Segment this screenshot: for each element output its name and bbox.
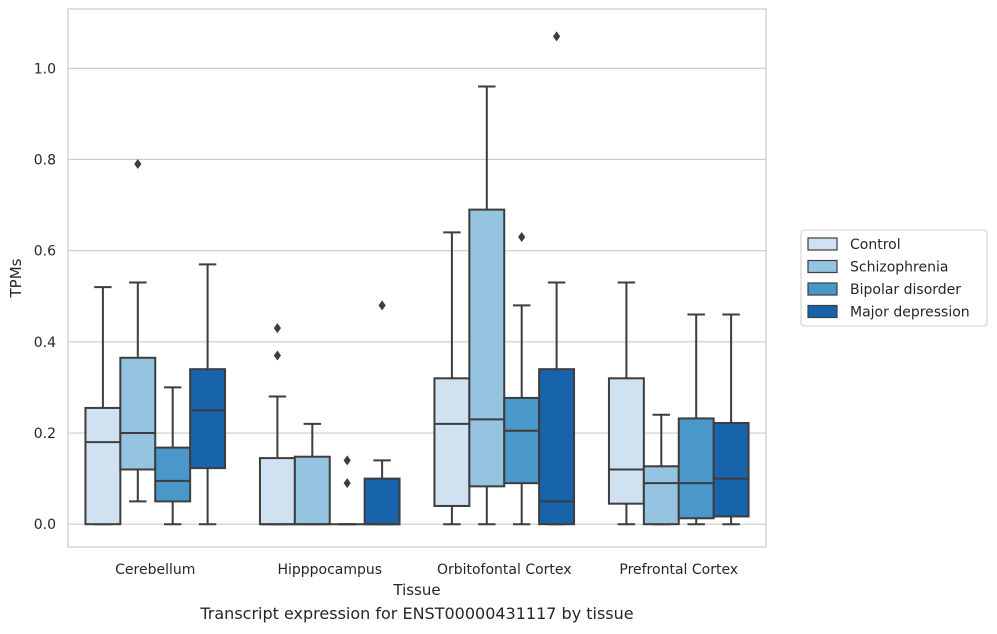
box-bipolar-disorder (154, 386, 192, 526)
box-major-depression (712, 313, 750, 526)
plot-boxes (84, 31, 750, 526)
box-body (607, 377, 645, 505)
outlier-point (553, 31, 561, 42)
outlier-point (273, 323, 281, 334)
box-schizophrenia (468, 85, 506, 526)
box-bipolar-disorder (503, 231, 541, 526)
box-major-depression (363, 300, 401, 526)
box-body (538, 368, 576, 526)
x-tick-label: Cerebellum (115, 562, 195, 578)
box-body (503, 396, 541, 485)
box-body (293, 455, 331, 526)
box-body (433, 377, 471, 507)
x-tick-label: Hipppocampus (277, 562, 382, 578)
box-bipolar-disorder (677, 313, 715, 526)
y-axis-label: TPMs (7, 258, 25, 298)
box-body (468, 208, 506, 488)
y-axis-ticks: 0.0 0.2 0.4 0.6 0.8 1.0 (34, 61, 56, 533)
outlier-point (134, 159, 142, 170)
box-body (119, 356, 157, 471)
box-schizophrenia (119, 159, 157, 503)
box-body (258, 457, 296, 526)
box-control (84, 286, 122, 526)
x-tick-label: Orbitofontal Cortex (437, 562, 572, 578)
box-schizophrenia (293, 422, 331, 526)
box-control (433, 231, 471, 526)
box-major-depression (189, 263, 227, 526)
box-body (189, 368, 227, 470)
y-tick-label: 1.0 (34, 61, 56, 77)
legend: Control Schizophrenia Bipolar disorder Majo… (800, 229, 988, 327)
plot-frame (67, 8, 767, 548)
box-bipolar-disorder (329, 455, 365, 526)
outlier-point (343, 455, 351, 466)
legend-swatch (807, 259, 838, 274)
y-tick-label: 0.2 (34, 426, 56, 442)
legend-swatch (807, 282, 838, 296)
box-body (642, 465, 680, 526)
y-tick-label: 0.4 (34, 335, 56, 351)
x-tick-label: Prefrontal Cortex (619, 562, 738, 578)
box-body (154, 446, 192, 503)
legend-frame (800, 229, 988, 327)
outlier-point (518, 231, 526, 242)
x-axis-ticks: Cerebellum Hipppocampus Orbitofontal Corte… (115, 562, 738, 578)
y-tick-label: 0.6 (34, 244, 56, 260)
legend-label: Major depression (850, 305, 970, 321)
y-tick-label: 0.0 (34, 517, 56, 533)
box-major-depression (538, 31, 576, 526)
box-schizophrenia (642, 413, 680, 526)
outlier-point (273, 350, 281, 361)
box-control (607, 281, 645, 526)
legend-swatch (807, 237, 838, 251)
box-body (712, 421, 750, 518)
box-body (84, 406, 122, 526)
outlier-point (343, 478, 351, 489)
legend-label: Schizophrenia (850, 260, 948, 276)
y-tick-label: 0.8 (34, 152, 56, 168)
x-axis-label: Tissue (392, 581, 440, 599)
legend-label: Bipolar disorder (850, 282, 961, 298)
legend-label: Control (850, 237, 901, 253)
legend-swatch (807, 304, 838, 319)
box-body (677, 417, 715, 520)
box-control (258, 323, 296, 526)
outlier-point (378, 300, 386, 311)
chart-caption: Transcript expression for ENST0000043111… (200, 604, 634, 623)
box-body (363, 477, 401, 526)
